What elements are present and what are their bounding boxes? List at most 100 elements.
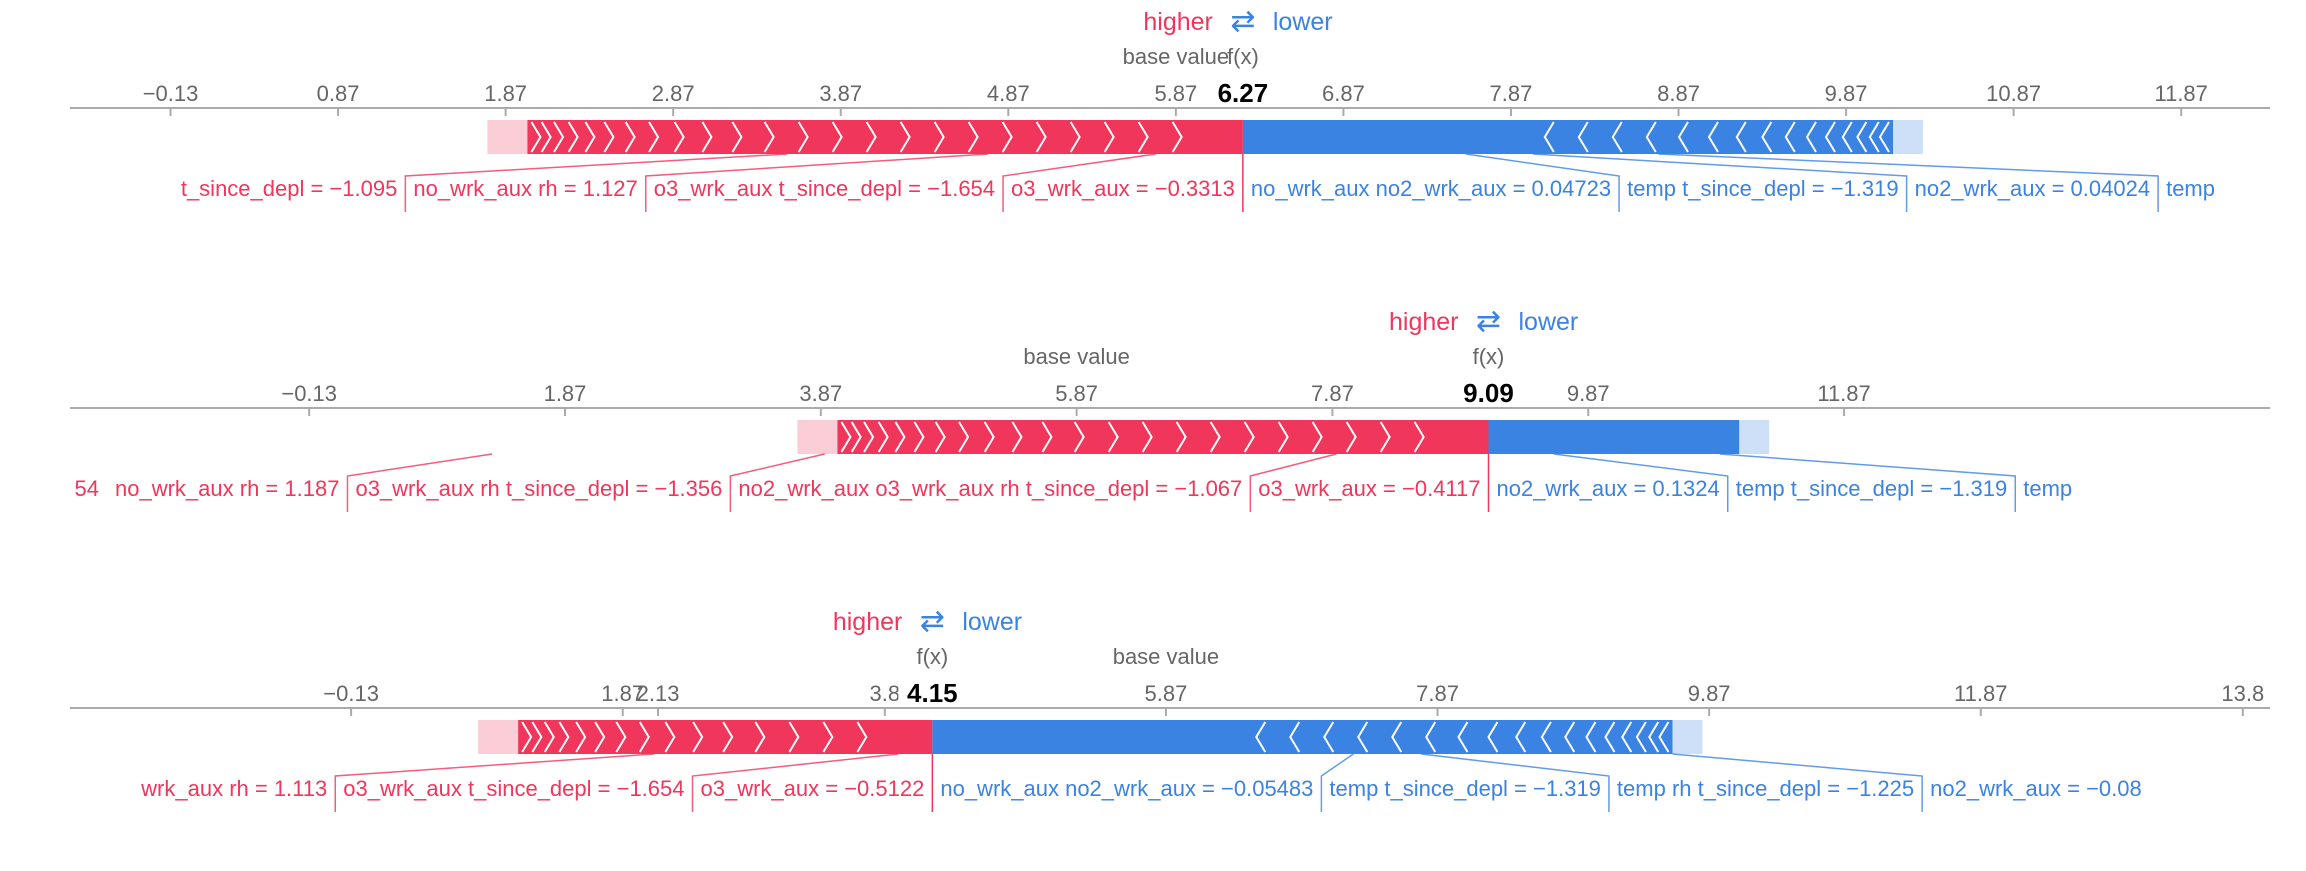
negative-force-bar	[1488, 420, 1740, 454]
x-tick-label: 2.87	[652, 81, 695, 106]
feature-label-negative: no2_wrk_aux = 0.1324	[1496, 476, 1719, 501]
x-tick-label: 3.8	[870, 681, 901, 706]
base-value-label: base value	[1023, 344, 1129, 369]
positive-bar-tail	[797, 420, 838, 454]
x-tick-label: 10.87	[1986, 81, 2041, 106]
negative-bar-tail	[1739, 420, 1770, 454]
x-tick-label: 5.87	[1055, 381, 1098, 406]
feature-connector	[334, 753, 655, 812]
x-tick-label: 9.87	[1567, 381, 1610, 406]
positive-force-bar	[527, 120, 1243, 154]
x-tick-label: 7.87	[1416, 681, 1459, 706]
x-tick-label: 3.87	[799, 381, 842, 406]
fx-value: 6.27	[1218, 78, 1269, 108]
negative-feature-labels: no_wrk_aux no2_wrk_aux = 0.04723 temp t_s…	[1251, 153, 2215, 212]
swap-arrows-icon: ⇄	[920, 605, 945, 638]
legend: higher ⇄ lower	[833, 605, 1022, 638]
negative-force-bar	[1242, 120, 1894, 154]
feature-label-positive: 54	[75, 476, 99, 501]
feature-label-positive: o3_wrk_aux = −0.4117	[1258, 476, 1480, 501]
legend-higher: higher	[1389, 308, 1459, 336]
feature-connector	[404, 153, 788, 212]
x-tick-label: 5.87	[1145, 681, 1188, 706]
x-tick-label: 2.13	[637, 681, 680, 706]
feature-label-negative: temp	[2166, 176, 2215, 201]
feature-connector	[1553, 453, 1729, 512]
legend-higher: higher	[1143, 8, 1213, 36]
legend: higher ⇄ lower	[1389, 305, 1578, 338]
x-tick-label: 9.87	[1825, 81, 1868, 106]
fx-value-background	[898, 678, 967, 706]
feature-connector	[1719, 453, 2016, 512]
force-plot-panel: higher ⇄ lower base value f(x) −0.13 1.87 3.87 5…	[70, 305, 2270, 512]
feature-label-positive: o3_wrk_aux t_since_depl = −1.654	[343, 776, 684, 801]
fx-value: 4.15	[907, 678, 958, 708]
legend-lower: lower	[1273, 8, 1333, 36]
feature-label-positive: o3_wrk_aux = −0.3313	[1011, 176, 1235, 201]
x-tick-label: 7.87	[1311, 381, 1354, 406]
positive-feature-labels: o3_wrk_aux = −0.4117 no2_wrk_aux o3_wrk_a…	[75, 453, 1490, 512]
feature-label-positive: no_wrk_aux rh = 1.187	[115, 476, 339, 501]
feature-label-positive: o3_wrk_aux t_since_depl = −1.654	[654, 176, 995, 201]
negative-bar-tail	[1893, 120, 1924, 154]
x-tick-label: 1.87	[601, 681, 644, 706]
legend-lower: lower	[1518, 308, 1578, 336]
negative-chevrons	[1255, 721, 1670, 753]
fx-label: f(x)	[1473, 344, 1505, 369]
base-value-label: base value	[1123, 44, 1229, 69]
feature-connector	[645, 153, 989, 212]
left-clip	[0, 0, 70, 866]
feature-label-negative: temp rh t_since_depl = −1.225	[1617, 776, 1914, 801]
swap-arrows-icon: ⇄	[1476, 305, 1501, 338]
fx-value-background	[1208, 78, 1277, 106]
feature-label-positive: o3_wrk_aux rh t_since_depl = −1.356	[355, 476, 722, 501]
fx-label: f(x)	[916, 644, 948, 669]
feature-connector	[729, 453, 825, 512]
feature-label-positive: wrk_aux rh = 1.113	[140, 776, 327, 801]
x-tick-label: 7.87	[1490, 81, 1533, 106]
x-tick-label: −0.13	[143, 81, 199, 106]
feature-label-positive: t_since_depl = −1.095	[181, 176, 398, 201]
feature-connector	[1532, 153, 1908, 212]
x-tick-label: 13.8	[2221, 681, 2264, 706]
x-tick-label: 8.87	[1657, 81, 1700, 106]
force-plot-panel: higher ⇄ lower base value f(x) 2.13 −0.13 1.87 3…	[70, 605, 2270, 812]
fx-label: f(x)	[1227, 44, 1259, 69]
positive-bar-tail	[478, 720, 519, 754]
feature-label-negative: no2_wrk_aux = 0.04024	[1915, 176, 2150, 201]
swap-arrows-icon: ⇄	[1230, 5, 1255, 38]
negative-feature-labels: no2_wrk_aux = 0.1324 temp t_since_depl = …	[1496, 453, 2072, 512]
legend: higher ⇄ lower	[1143, 5, 1332, 38]
feature-connector	[1249, 453, 1337, 512]
feature-connector	[1002, 153, 1156, 212]
positive-force-bar	[837, 420, 1489, 454]
x-tick-label: 6.87	[1322, 81, 1365, 106]
x-tick-label: 0.87	[317, 81, 360, 106]
x-tick-label: 11.87	[1817, 381, 1870, 406]
feature-connector	[1320, 753, 1354, 812]
feature-label-positive: no2_wrk_aux o3_wrk_aux rh t_since_depl =…	[738, 476, 1242, 501]
right-clip	[2270, 0, 2306, 866]
positive-feature-labels: o3_wrk_aux = −0.5122 o3_wrk_aux t_since_d…	[140, 753, 934, 812]
x-tick-label: 9.87	[1688, 681, 1731, 706]
negative-bar-tail	[1672, 720, 1703, 754]
feature-label-negative: temp t_since_depl = −1.319	[1329, 776, 1601, 801]
negative-chevrons	[1543, 121, 1890, 153]
positive-feature-labels: o3_wrk_aux = −0.3313 o3_wrk_aux t_since_d…	[181, 153, 1244, 212]
x-tick-label: −0.13	[323, 681, 379, 706]
x-tick-label: 1.87	[544, 381, 587, 406]
positive-bar-tail	[487, 120, 528, 154]
positive-chevrons	[840, 421, 1425, 453]
feature-connector	[1658, 153, 2159, 212]
negative-feature-labels: no_wrk_aux no2_wrk_aux = −0.05483 temp t_…	[940, 753, 2142, 812]
base-value-label: base value	[1113, 644, 1219, 669]
feature-connector	[1672, 753, 1923, 812]
x-tick-label: −0.13	[281, 381, 337, 406]
x-tick-label: 11.87	[1954, 681, 2007, 706]
x-tick-label: 4.87	[987, 81, 1030, 106]
feature-connector	[1465, 153, 1620, 212]
feature-connector	[1421, 753, 1610, 812]
feature-label-negative: temp	[2023, 476, 2072, 501]
